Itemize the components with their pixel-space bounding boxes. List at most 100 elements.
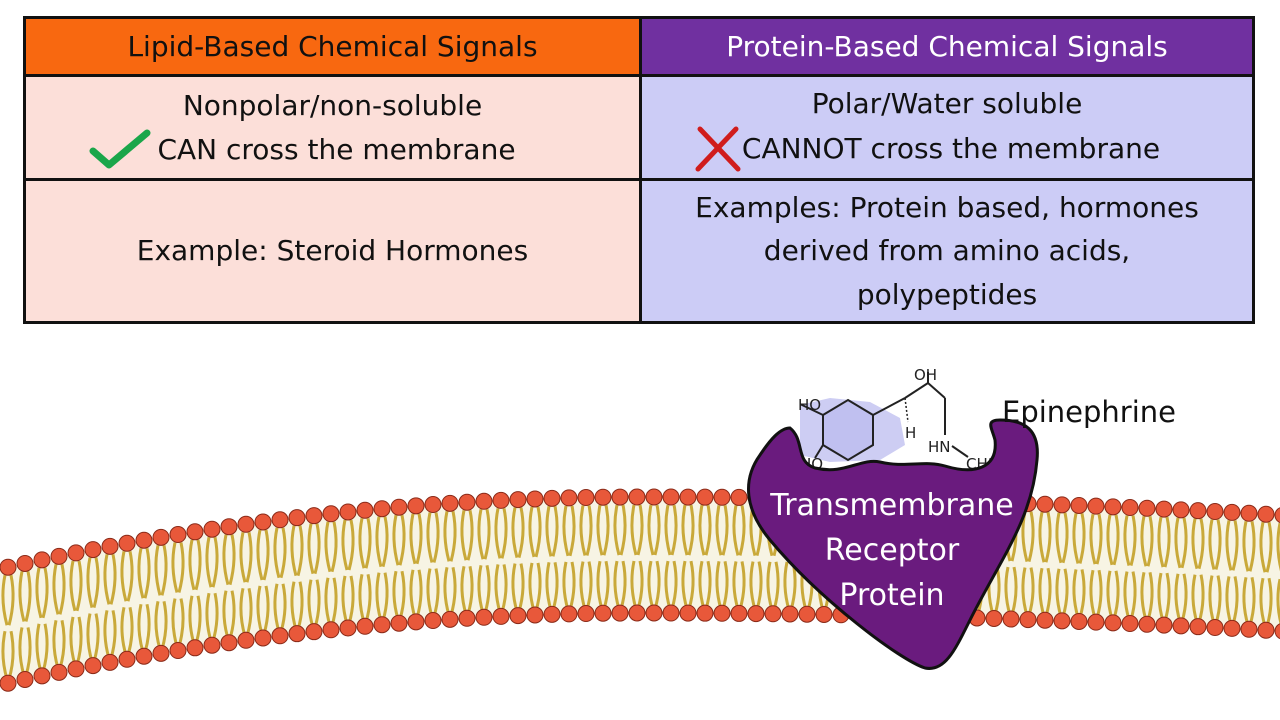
phospholipid-head (135, 531, 153, 549)
x-mark-icon (695, 126, 741, 172)
lipid-tail (103, 554, 111, 605)
phospholipid-head (441, 610, 459, 628)
lipid-tail (415, 513, 423, 565)
lipid-tail (466, 509, 474, 561)
phospholipid-head (1223, 503, 1241, 521)
receptor-protein (747, 418, 1039, 670)
lipid-tail (1089, 513, 1097, 565)
lipid-tail (738, 505, 746, 556)
phospholipid-head (288, 625, 306, 643)
phospholipid-head (1036, 495, 1054, 513)
phospholipid-head (1206, 619, 1224, 637)
phospholipid-head (628, 604, 646, 622)
phospholipid-head (985, 610, 1003, 628)
lipid-tail (1208, 519, 1216, 570)
lipid-tail (1027, 511, 1035, 563)
phospholipid-head (237, 515, 255, 533)
receptor-label-line: Transmembrane (769, 488, 1013, 523)
lipid-tail (211, 536, 219, 588)
lipid-tail (307, 523, 315, 575)
lipid-tail (653, 504, 661, 556)
phospholipid-head (1189, 618, 1207, 636)
phospholipid-head (1257, 621, 1275, 639)
lipid-tail (1129, 515, 1137, 566)
lipid-tail (681, 504, 689, 556)
phospholipid-head (509, 607, 527, 625)
lipid-tail (381, 516, 389, 568)
phospholipid-head (1138, 615, 1156, 633)
lipid-tail (647, 504, 655, 556)
phospholipid-head (373, 616, 391, 634)
lipid-tail (1259, 521, 1267, 573)
lipid-tail (1061, 512, 1069, 564)
phospholipid-head (1189, 502, 1207, 520)
lipid-tail (256, 529, 264, 581)
lipid-tail (460, 509, 468, 561)
comparison-table: Lipid-Based Chemical Signals Protein-Bas… (23, 16, 1255, 324)
phospholipid-head (0, 558, 17, 576)
phospholipid-head (458, 493, 476, 511)
lipid-tail (1174, 517, 1182, 569)
phospholipid-head (50, 663, 68, 681)
phospholipid-head (475, 492, 493, 510)
protein-properties: Polar/Water soluble CANNOT cross the mem… (642, 77, 1252, 181)
phospholipid-head (1138, 499, 1156, 517)
lipid-tail (7, 574, 15, 626)
phospholipid-head (254, 629, 272, 647)
phospholipid-head (1240, 620, 1258, 638)
phospholipid-head (1036, 611, 1054, 629)
phospholipid-head (390, 498, 408, 516)
lipid-tail (188, 539, 196, 591)
phospholipid-head (33, 667, 51, 685)
phospholipid-head (305, 507, 323, 525)
phospholipid-head (220, 634, 238, 652)
phospholipid-head (662, 604, 680, 622)
phospholipid-head (781, 605, 799, 623)
phospholipid-head (645, 488, 663, 506)
phospholipid-head (152, 644, 170, 662)
phospholipid-head (322, 621, 340, 639)
phospholipid-head (1223, 619, 1241, 637)
lipid-tail (1044, 511, 1052, 563)
lipid-tail (41, 567, 49, 619)
receptor-label-line: Protein (839, 578, 944, 613)
lipid-tail (687, 504, 695, 556)
lipid-tail (120, 550, 128, 602)
phospholipid-head (611, 488, 629, 506)
lipid-tail (69, 560, 77, 612)
lipid-tail (279, 527, 287, 579)
phospholipid-head (679, 604, 697, 622)
phospholipid-head (1053, 612, 1071, 630)
phospholipid-head (254, 513, 272, 531)
phospholipid-head (339, 619, 357, 637)
phospholipid-head (16, 554, 34, 572)
phospholipid-head (407, 613, 425, 631)
phospholipid-head (152, 528, 170, 546)
lipid-tail (398, 514, 406, 566)
phospholipid-head (0, 674, 17, 692)
phospholipid-head (16, 670, 34, 688)
phospholipid-head (271, 627, 289, 645)
lipid-tail (1163, 516, 1171, 568)
phospholipid-head (441, 494, 459, 512)
lipid-tail (511, 507, 519, 559)
lipid-tail (1242, 520, 1250, 572)
phospholipid-head (713, 604, 731, 622)
lipid-tail (375, 516, 383, 568)
lipid-tail (392, 514, 400, 566)
phospholipid-head (390, 614, 408, 632)
checkmark-icon (89, 129, 151, 169)
lipid-tail (347, 519, 355, 571)
lipid-tail (358, 517, 366, 569)
lipid-tail (636, 504, 644, 556)
lipid-tail (239, 531, 247, 583)
phospholipid-head (1070, 496, 1088, 514)
lipid-tail (545, 506, 553, 557)
lipid-tail (477, 508, 485, 560)
lipid-tail (517, 507, 525, 559)
lipid-tail (568, 505, 576, 557)
phospholipid-head (1172, 617, 1190, 635)
lipid-tail (1112, 514, 1120, 566)
receptor-label-line: Receptor (825, 533, 960, 568)
lipid-tail (171, 542, 179, 593)
